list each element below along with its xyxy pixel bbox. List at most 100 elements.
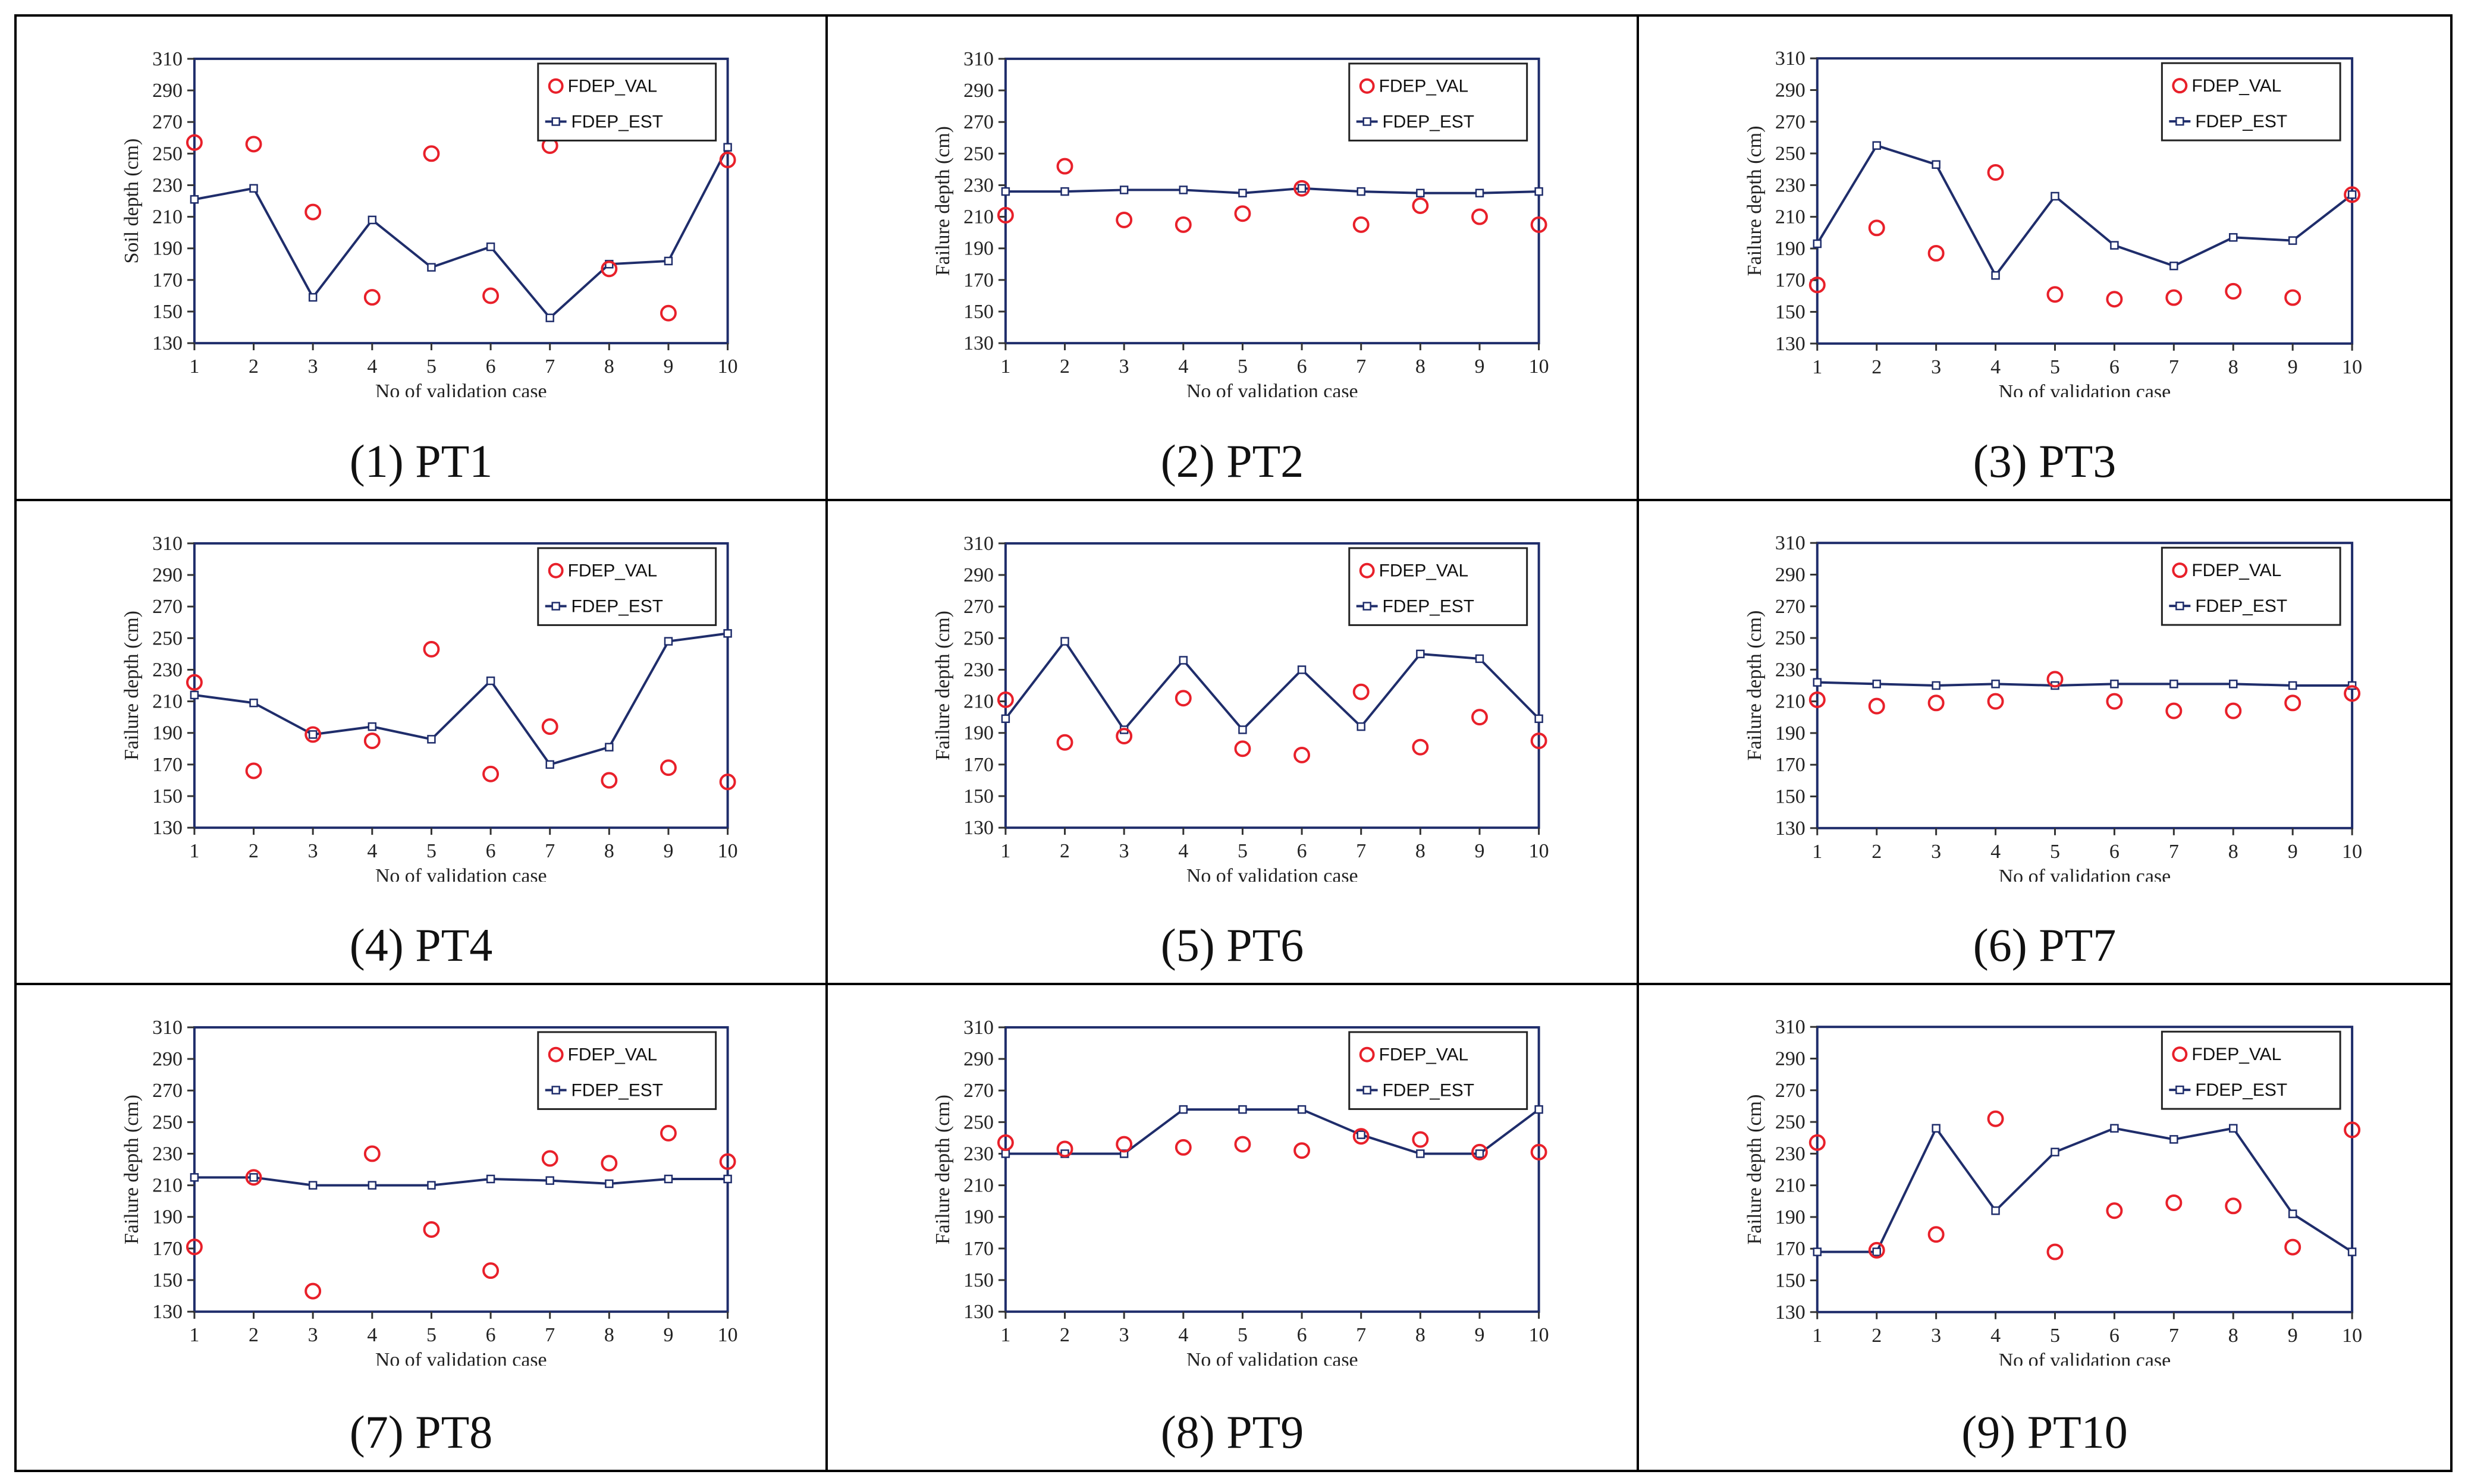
y-tick-label: 250 — [963, 1112, 994, 1134]
y-tick-label: 250 — [1775, 1111, 1806, 1133]
data-point-fdep-est — [427, 263, 436, 272]
data-point-fdep-est — [308, 1181, 318, 1190]
legend-label-fdep-val: FDEP_VAL — [1379, 561, 1469, 580]
data-point-fdep-val — [660, 759, 677, 776]
y-tick-label: 290 — [1775, 1048, 1806, 1070]
x-tick-label: 1 — [1812, 356, 1822, 378]
data-point-fdep-val — [245, 762, 262, 779]
plot-frame — [1004, 1026, 1540, 1313]
legend-marker-fdep-est — [551, 601, 560, 611]
data-point-fdep-val — [1412, 197, 1429, 214]
panel-pt3: 130 150 170 190 210 230 250 270 290 310 1 2 3 4 5 6 7 8 9 1… — [1639, 17, 2450, 501]
x-tick-label: 5 — [426, 356, 437, 378]
x-tick-label: 7 — [1356, 356, 1366, 378]
y-tick-label: 270 — [152, 1080, 183, 1102]
data-point-fdep-est — [1813, 239, 1822, 249]
y-tick-label: 170 — [963, 1238, 994, 1260]
data-point-fdep-est — [2169, 1135, 2178, 1144]
panel-pt4: 130 150 170 190 210 230 250 270 290 310 1 2 3 4 5 6 7 8 9 1… — [17, 501, 828, 986]
legend-box — [537, 547, 717, 626]
x-tick-label: 5 — [2050, 1325, 2060, 1347]
y-tick-label: 250 — [963, 143, 994, 165]
x-axis-label: No of validation case — [375, 864, 547, 881]
legend-label-fdep-est: FDEP_EST — [1383, 112, 1474, 131]
data-point-fdep-est — [1416, 649, 1425, 658]
legend-box — [1348, 547, 1528, 626]
x-tick-label: 6 — [486, 840, 496, 862]
y-axis-label: Failure depth (cm) — [932, 611, 954, 760]
series-line-fdep-est — [1817, 681, 2353, 687]
legend-label-fdep-est: FDEP_EST — [572, 112, 663, 131]
y-tick-label: 230 — [1775, 1143, 1806, 1165]
data-point-fdep-est — [2229, 679, 2238, 688]
legend-box — [2161, 1031, 2341, 1110]
legend-marker-fdep-val — [548, 562, 564, 578]
data-point-fdep-val — [2284, 694, 2301, 711]
x-tick-label: 5 — [1238, 356, 1248, 378]
x-axis-label: No of validation case — [1999, 381, 2171, 397]
y-tick-label: 290 — [152, 1048, 183, 1070]
series-line-fdep-est — [1817, 1126, 2353, 1253]
y-tick-label: 250 — [1775, 143, 1806, 165]
data-point-fdep-val — [997, 1134, 1014, 1152]
x-tick-label: 10 — [2342, 840, 2362, 862]
x-tick-label: 9 — [1475, 1324, 1485, 1346]
y-tick-label: 190 — [1775, 722, 1806, 744]
y-tick-label: 150 — [963, 1269, 994, 1291]
data-point-fdep-val — [1987, 164, 2004, 181]
data-point-fdep-val — [1352, 216, 1370, 233]
y-tick-label: 130 — [1775, 333, 1806, 355]
data-point-fdep-est — [1238, 1105, 1247, 1114]
data-point-fdep-val — [304, 203, 322, 221]
x-tick-label: 8 — [2228, 840, 2238, 862]
y-tick-label: 190 — [152, 722, 183, 744]
data-point-fdep-val — [1175, 1139, 1192, 1156]
data-point-fdep-val — [601, 260, 618, 278]
data-point-fdep-est — [1991, 679, 2000, 688]
data-point-fdep-est — [2347, 1247, 2357, 1257]
data-point-fdep-val — [1352, 683, 1370, 700]
data-point-fdep-est — [664, 637, 673, 646]
y-axis-label: Failure depth (cm) — [1744, 1095, 1766, 1245]
data-point-fdep-est — [368, 722, 377, 731]
y-tick-label: 150 — [152, 1269, 183, 1291]
x-axis-label: No of validation case — [375, 381, 547, 397]
data-point-fdep-val — [245, 1169, 262, 1186]
data-point-fdep-est — [2229, 1124, 2238, 1133]
legend-label-fdep-est: FDEP_EST — [1383, 596, 1474, 616]
legend-marker-fdep-val — [1359, 562, 1375, 578]
data-point-fdep-est — [1060, 187, 1069, 196]
legend-label-fdep-val: FDEP_VAL — [568, 77, 658, 96]
data-point-fdep-val — [186, 134, 203, 151]
data-point-fdep-est — [1297, 184, 1307, 193]
y-tick-label: 250 — [963, 627, 994, 649]
chart-pt6: 130 150 170 190 210 230 250 270 290 310 1 2 3 4 5 6 7 8 9 1… — [932, 533, 1549, 882]
y-tick-label: 170 — [152, 269, 183, 291]
data-point-fdep-val — [1927, 694, 1945, 711]
y-tick-label: 270 — [152, 596, 183, 618]
data-point-fdep-val — [719, 152, 736, 168]
y-tick-label: 250 — [1775, 627, 1806, 649]
legend-label-fdep-val: FDEP_VAL — [2191, 1045, 2281, 1064]
data-point-fdep-val — [997, 691, 1014, 708]
plot-frame — [1004, 542, 1540, 829]
y-tick-label: 270 — [1775, 595, 1806, 617]
data-point-fdep-val — [1116, 727, 1133, 744]
data-point-fdep-est — [2347, 190, 2357, 199]
y-tick-label: 290 — [1775, 564, 1806, 586]
series-line-fdep-est — [1005, 187, 1539, 194]
y-tick-label: 310 — [1775, 1017, 1806, 1039]
data-point-fdep-est — [1475, 1149, 1484, 1159]
data-point-fdep-val — [2165, 1194, 2183, 1212]
y-tick-label: 290 — [963, 1048, 994, 1070]
legend-label-fdep-val: FDEP_VAL — [1379, 1045, 1469, 1065]
x-tick-label: 8 — [604, 356, 614, 378]
data-point-fdep-est — [2288, 236, 2297, 245]
x-tick-label: 6 — [2109, 356, 2120, 378]
y-tick-label: 210 — [152, 1175, 183, 1197]
x-tick-label: 6 — [486, 356, 496, 378]
y-tick-label: 310 — [152, 533, 183, 555]
legend-marker-fdep-est — [1362, 601, 1371, 611]
y-tick-label: 310 — [1775, 532, 1806, 554]
data-point-fdep-val — [2106, 693, 2123, 710]
